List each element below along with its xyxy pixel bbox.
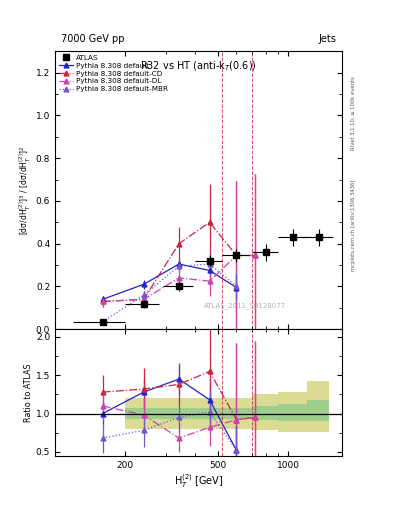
X-axis label: H$_T^{(2)}$ [GeV]: H$_T^{(2)}$ [GeV] bbox=[174, 472, 223, 490]
Y-axis label: Ratio to ATLAS: Ratio to ATLAS bbox=[24, 363, 33, 422]
Y-axis label: [dσ/dH$_T^{(2)}$]$^3$ / [dσ/dH$_T^{(2)}$]$^2$: [dσ/dH$_T^{(2)}$]$^3$ / [dσ/dH$_T^{(2)}$… bbox=[18, 145, 33, 235]
Text: Jets: Jets bbox=[318, 34, 336, 44]
Text: mcplots.cern.ch [arXiv:1306.3436]: mcplots.cern.ch [arXiv:1306.3436] bbox=[351, 180, 356, 271]
Text: Rivet 3.1.10, ≥ 100k events: Rivet 3.1.10, ≥ 100k events bbox=[351, 76, 356, 150]
Text: R32 vs HT (anti-k$_T$(0.6)): R32 vs HT (anti-k$_T$(0.6)) bbox=[140, 59, 257, 73]
Text: 7000 GeV pp: 7000 GeV pp bbox=[61, 34, 124, 44]
Text: ATLAS_2011_S9128077: ATLAS_2011_S9128077 bbox=[204, 302, 286, 309]
Legend: ATLAS, Pythia 8.308 default, Pythia 8.308 default-CD, Pythia 8.308 default-DL, P: ATLAS, Pythia 8.308 default, Pythia 8.30… bbox=[57, 53, 169, 94]
